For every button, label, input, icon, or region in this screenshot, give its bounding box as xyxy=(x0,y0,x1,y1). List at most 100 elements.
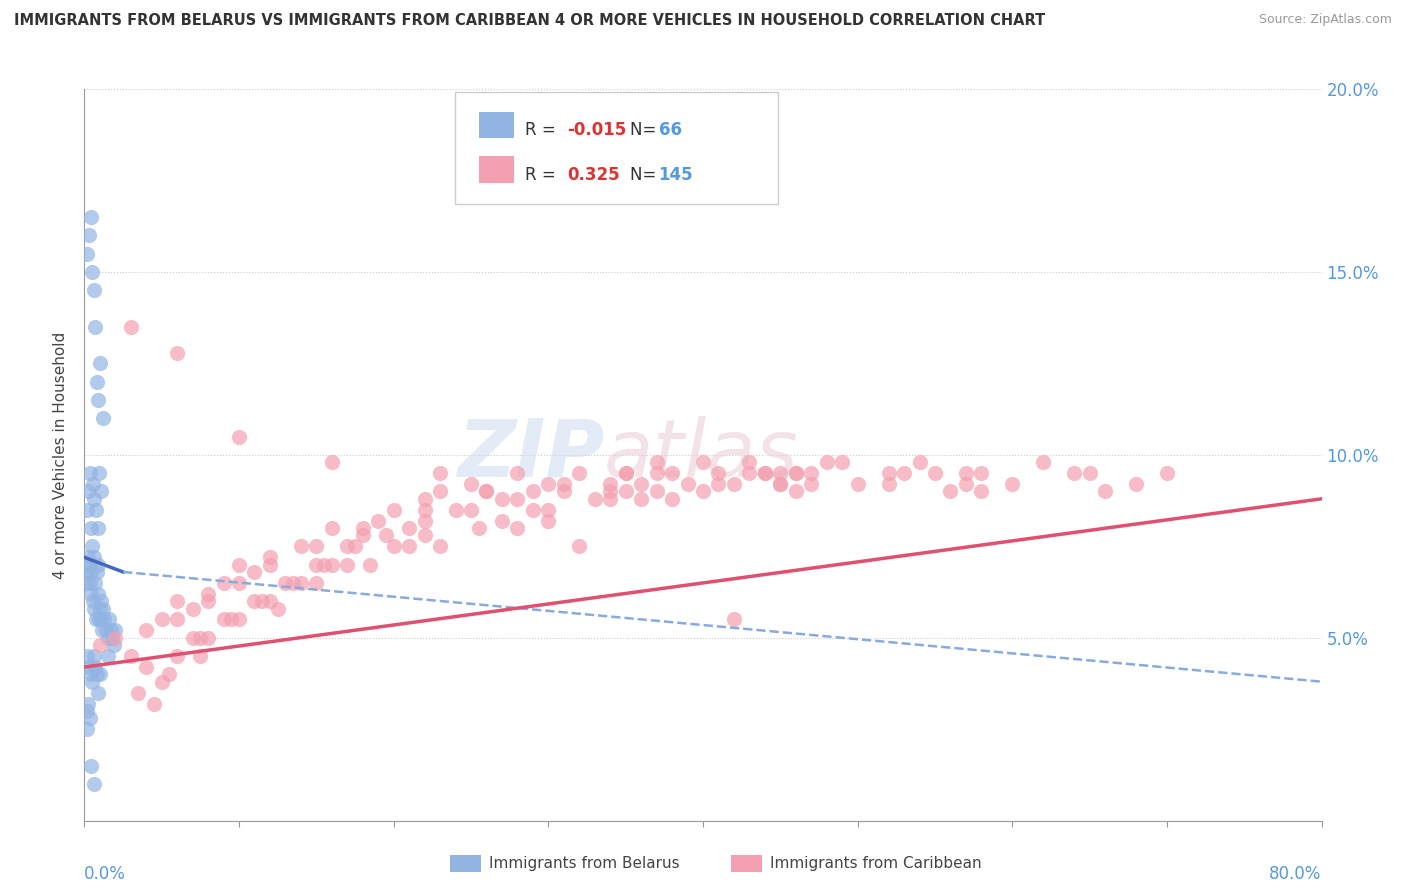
Point xyxy=(398,539,420,553)
Point xyxy=(83,649,105,664)
Point xyxy=(1032,455,1054,469)
Point xyxy=(76,246,98,260)
Point xyxy=(86,521,108,535)
Point xyxy=(413,514,436,528)
Point xyxy=(197,594,219,608)
Text: N=: N= xyxy=(630,121,662,139)
Point xyxy=(1001,477,1024,491)
Point xyxy=(769,477,792,491)
Point xyxy=(80,521,103,535)
Point xyxy=(553,477,575,491)
Point xyxy=(970,484,993,499)
Point xyxy=(89,601,111,615)
Point xyxy=(785,466,807,480)
Point xyxy=(908,455,931,469)
Point xyxy=(506,521,529,535)
Point xyxy=(468,521,491,535)
Point xyxy=(77,484,100,499)
Point xyxy=(645,466,668,480)
Point xyxy=(599,491,621,506)
Point xyxy=(375,528,398,542)
Text: 80.0%: 80.0% xyxy=(1270,864,1322,882)
Point xyxy=(305,558,328,572)
Point xyxy=(924,466,946,480)
Point xyxy=(321,558,343,572)
Point xyxy=(104,631,127,645)
Point xyxy=(321,521,343,535)
Point xyxy=(166,613,188,627)
Point xyxy=(82,265,104,279)
Point xyxy=(259,594,281,608)
Point xyxy=(723,477,745,491)
Point xyxy=(460,503,482,517)
Point xyxy=(77,697,100,711)
Point xyxy=(143,697,166,711)
Point xyxy=(228,576,250,591)
Point xyxy=(614,484,637,499)
Point xyxy=(290,576,312,591)
Point xyxy=(283,576,305,591)
Text: 66: 66 xyxy=(658,121,682,139)
Text: 0.0%: 0.0% xyxy=(84,864,127,882)
Point xyxy=(188,631,212,645)
Text: R =: R = xyxy=(524,121,561,139)
Point xyxy=(676,477,699,491)
Point xyxy=(846,477,869,491)
Point xyxy=(79,587,101,601)
Point xyxy=(955,477,977,491)
Point xyxy=(82,539,104,553)
Point xyxy=(86,558,108,572)
Point xyxy=(707,466,730,480)
Point xyxy=(336,558,359,572)
Point xyxy=(413,528,436,542)
Point xyxy=(90,594,112,608)
Point xyxy=(86,667,108,681)
Point xyxy=(212,613,235,627)
Point xyxy=(166,594,188,608)
Point xyxy=(360,558,382,572)
Point xyxy=(77,228,100,243)
Point xyxy=(382,503,405,517)
Text: 145: 145 xyxy=(658,166,693,184)
Point xyxy=(274,576,297,591)
Point xyxy=(76,565,98,579)
Point xyxy=(707,477,730,491)
Point xyxy=(614,466,637,480)
Point xyxy=(769,466,792,480)
Point xyxy=(344,539,367,553)
Point xyxy=(692,455,714,469)
Point xyxy=(103,638,125,652)
Point xyxy=(243,565,266,579)
Point xyxy=(367,514,389,528)
Point xyxy=(475,484,498,499)
Point xyxy=(89,357,111,371)
Point xyxy=(661,466,683,480)
Point xyxy=(1156,466,1178,480)
Text: R =: R = xyxy=(524,166,561,184)
Point xyxy=(91,624,114,638)
Point xyxy=(398,521,420,535)
Point xyxy=(382,539,405,553)
Point xyxy=(568,466,591,480)
Point xyxy=(955,466,977,480)
Point xyxy=(120,649,142,664)
Point xyxy=(84,613,107,627)
Point xyxy=(491,514,513,528)
Point xyxy=(893,466,915,480)
Point xyxy=(939,484,962,499)
Point xyxy=(83,777,105,791)
Point xyxy=(94,624,117,638)
Point xyxy=(506,466,529,480)
Point xyxy=(83,284,105,298)
Point xyxy=(267,601,290,615)
Point xyxy=(738,466,761,480)
Point xyxy=(77,660,100,674)
Point xyxy=(259,550,281,565)
Point xyxy=(321,455,343,469)
Point xyxy=(583,491,606,506)
Point xyxy=(79,211,101,225)
Point xyxy=(692,484,714,499)
Point xyxy=(83,491,105,506)
Point xyxy=(82,674,104,689)
Point xyxy=(76,576,98,591)
